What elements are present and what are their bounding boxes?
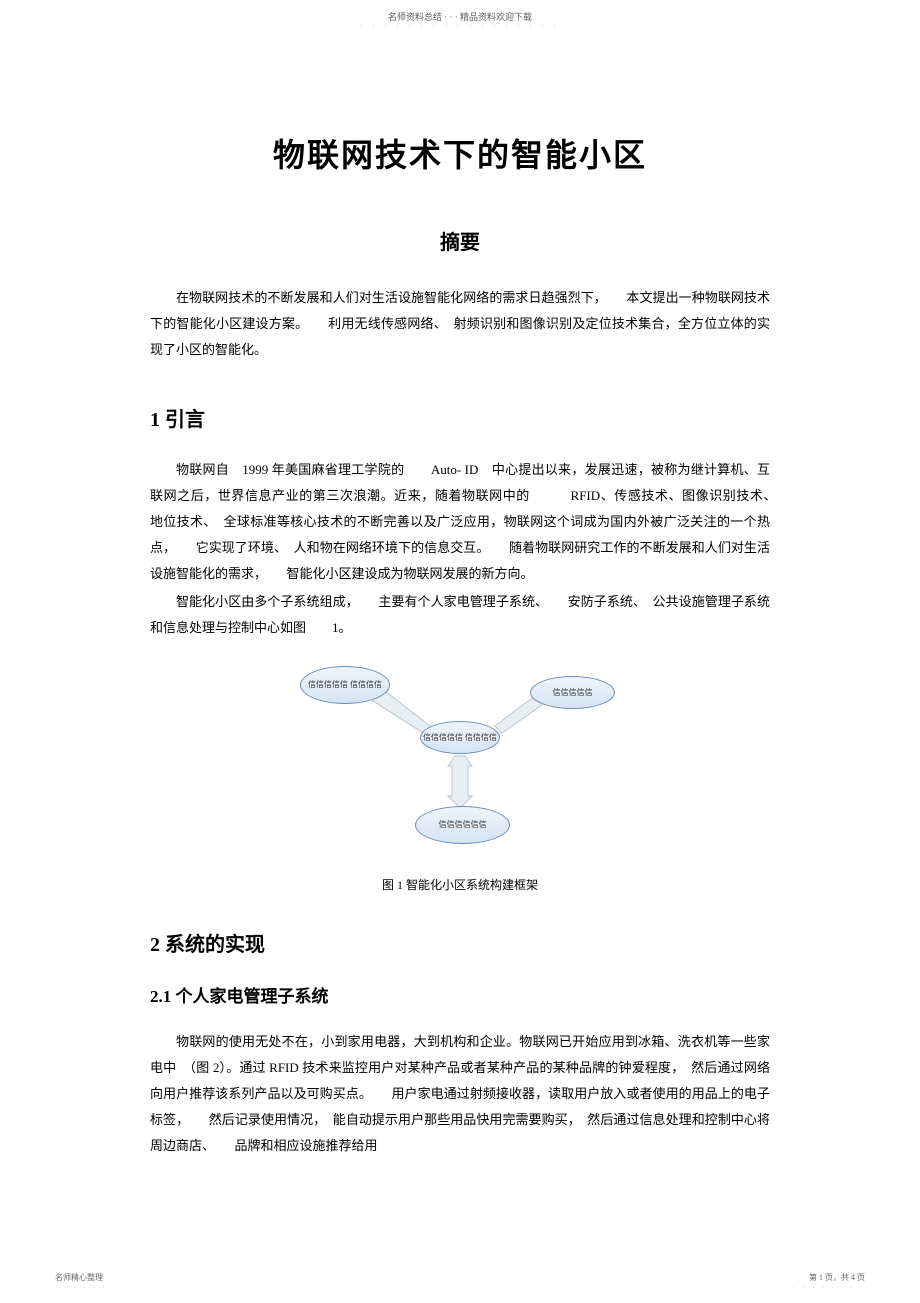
diagram-node-tl: 信信信信信 信信信信 bbox=[300, 666, 390, 704]
figure1-diagram: 信信信信信 信信信信 信信信信信 信信信信信 信信信信 信信信信信信 bbox=[270, 666, 650, 856]
section1-p2: 智能化小区由多个子系统组成， 主要有个人家电管理子系统、 安防子系统、 公共设施… bbox=[150, 589, 770, 641]
figure1-caption: 图 1 智能化小区系统构建框架 bbox=[150, 876, 770, 893]
footer-right-dots: · · · · · · · · bbox=[794, 1285, 865, 1291]
subsection21-text: 物联网的使用无处不在，小到家用电器，大到机构和企业。物联网已开始应用到冰箱、洗衣… bbox=[150, 1029, 770, 1159]
footer-left-dots: · · · · · · bbox=[55, 1285, 108, 1291]
diagram-node-tr: 信信信信信 bbox=[530, 676, 615, 709]
document-title: 物联网技术下的智能小区 bbox=[150, 130, 770, 176]
section2-heading: 2 系统的实现 bbox=[150, 928, 770, 957]
abstract-text: 在物联网技术的不断发展和人们对生活设施智能化网络的需求日趋强烈下， 本文提出一种… bbox=[150, 285, 770, 363]
header-dots: · · · · · · · · · · · · · · · · · bbox=[360, 22, 560, 30]
abstract-heading: 摘要 bbox=[150, 226, 770, 255]
page-content: 物联网技术下的智能小区 摘要 在物联网技术的不断发展和人们对生活设施智能化网络的… bbox=[0, 0, 920, 1221]
section1-p1: 物联网自 1999 年美国麻省理工学院的 Auto- ID 中心提出以来，发展迅… bbox=[150, 457, 770, 587]
diagram-node-mid: 信信信信信 信信信信 bbox=[420, 721, 500, 754]
subsection21-heading: 2.1 个人家电管理子系统 bbox=[150, 982, 770, 1007]
footer-right: 第 1 页，共 4 页 bbox=[809, 1272, 865, 1283]
diagram-node-bot: 信信信信信信 bbox=[415, 806, 510, 844]
figure1-wrap: 信信信信信 信信信信 信信信信信 信信信信信 信信信信 信信信信信信 bbox=[150, 666, 770, 861]
footer-left: 名师精心整理 bbox=[55, 1272, 103, 1283]
section1-heading: 1 引言 bbox=[150, 403, 770, 432]
